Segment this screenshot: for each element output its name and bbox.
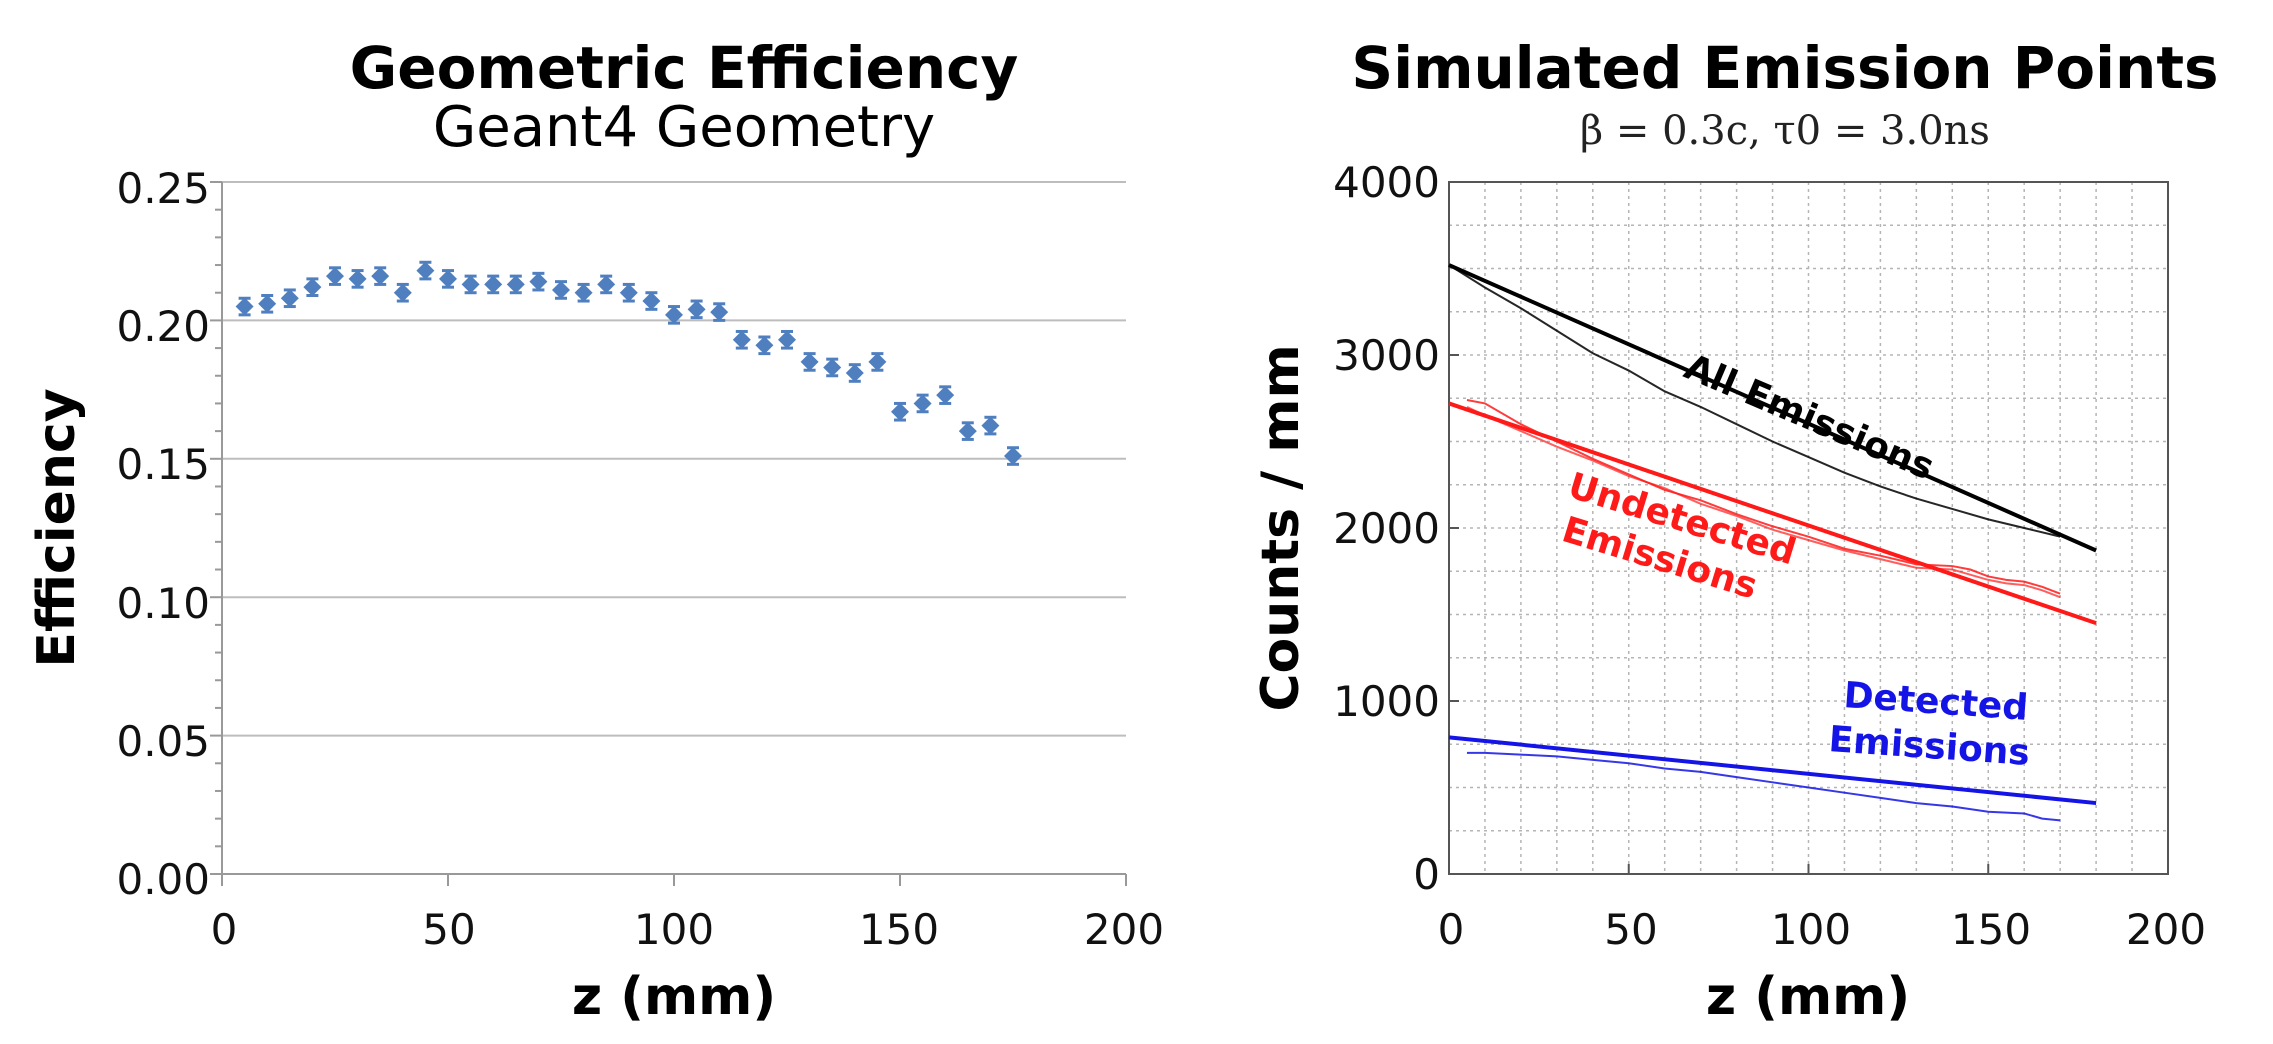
emission-series xyxy=(1448,263,2097,822)
emission-x-tick-label: 100 xyxy=(1771,905,1851,954)
efficiency-x-tick-label: 100 xyxy=(634,905,714,954)
efficiency-point xyxy=(597,275,616,294)
efficiency-x-tick-label: 200 xyxy=(1084,905,1164,954)
efficiency-point xyxy=(891,402,909,421)
efficiency-point xyxy=(800,352,819,371)
emission-y-tick-label: 0 xyxy=(1413,850,1440,899)
emission-y-tick-label: 3000 xyxy=(1333,331,1440,380)
emission-x-tick-label: 200 xyxy=(2126,905,2206,954)
efficiency-point xyxy=(732,330,751,349)
undetected-emissions-data-line xyxy=(1466,398,2061,595)
efficiency-point xyxy=(484,275,503,294)
efficiency-point xyxy=(958,422,977,441)
efficiency-point xyxy=(642,292,661,311)
efficiency-point xyxy=(710,303,729,322)
efficiency-y-tick-label: 0.10 xyxy=(116,579,210,628)
emission-y-axis-label: Counts / mm xyxy=(1251,344,1311,711)
efficiency-y-tick-label: 0.05 xyxy=(116,717,210,766)
efficiency-y-minor-ticks xyxy=(210,181,1127,886)
emission-subtitle: β = 0.3c, τ0 = 3.0ns xyxy=(1580,108,1990,154)
efficiency-point xyxy=(845,363,864,382)
efficiency-y-axis-label: Efficiency xyxy=(27,388,87,667)
emission-chart: Simulated Emission Points β = 0.3c, τ0 =… xyxy=(1251,34,2219,1027)
efficiency-chart: Geometric Efficiency Geant4 Geometry 0.2… xyxy=(27,34,1164,1027)
all-emissions-fit-line xyxy=(1448,263,2097,553)
detected-emissions-data-line xyxy=(1466,751,2061,822)
all-emissions-data-line xyxy=(1448,264,2061,538)
efficiency-point xyxy=(326,267,344,286)
emission-title: Simulated Emission Points xyxy=(1351,34,2218,102)
emission-grid xyxy=(1448,181,2169,875)
efficiency-point xyxy=(981,416,1000,435)
efficiency-x-tick-label: 0 xyxy=(211,905,238,954)
efficiency-point xyxy=(235,297,254,316)
efficiency-point xyxy=(461,275,480,294)
efficiency-point xyxy=(574,283,593,302)
efficiency-y-tick-label: 0.15 xyxy=(116,440,210,489)
emission-x-tick-label: 50 xyxy=(1604,905,1657,954)
emission-x-tick-label: 0 xyxy=(1438,905,1465,954)
efficiency-point xyxy=(868,352,887,371)
efficiency-point xyxy=(348,269,367,288)
efficiency-point xyxy=(393,283,412,302)
emission-y-tick-label: 1000 xyxy=(1333,677,1440,726)
emission-x-axis-label: z (mm) xyxy=(1706,967,1910,1027)
efficiency-point xyxy=(416,261,435,280)
efficiency-y-tick-label: 0.20 xyxy=(116,302,210,351)
efficiency-point xyxy=(755,336,774,355)
efficiency-points xyxy=(235,260,1022,466)
efficiency-grid xyxy=(222,181,1126,737)
efficiency-point xyxy=(619,283,638,302)
efficiency-point xyxy=(665,305,683,324)
undetected-emissions-data-line-2 xyxy=(1466,405,2061,599)
efficiency-point xyxy=(303,278,322,297)
efficiency-point xyxy=(506,275,525,294)
efficiency-subtitle: Geant4 Geometry xyxy=(433,95,935,160)
efficiency-point xyxy=(371,267,390,286)
detected-emissions-label-line2: Emissions xyxy=(1827,719,2031,774)
efficiency-x-tick-label: 50 xyxy=(422,905,475,954)
efficiency-y-tick-label: 0.00 xyxy=(116,855,210,904)
efficiency-point xyxy=(529,272,548,291)
efficiency-point xyxy=(687,300,706,319)
efficiency-y-tick-label: 0.25 xyxy=(116,164,210,213)
emission-y-tick-label: 2000 xyxy=(1333,504,1440,553)
efficiency-point xyxy=(258,294,277,313)
efficiency-point xyxy=(552,280,570,299)
emission-x-tick-label: 150 xyxy=(1951,905,2031,954)
detected-emissions-fit-line xyxy=(1448,735,2097,806)
detected-emissions-label-line1: Detected xyxy=(1842,675,2029,729)
efficiency-point xyxy=(778,330,796,349)
efficiency-title: Geometric Efficiency xyxy=(350,34,1019,102)
efficiency-point xyxy=(1004,447,1022,466)
efficiency-x-tick-label: 150 xyxy=(859,905,939,954)
efficiency-point xyxy=(823,358,842,377)
efficiency-point xyxy=(936,386,955,405)
undetected-emissions-fit-line xyxy=(1448,401,2097,626)
efficiency-point xyxy=(280,289,299,308)
efficiency-point xyxy=(913,394,932,413)
efficiency-x-axis-label: z (mm) xyxy=(572,967,776,1027)
efficiency-point xyxy=(439,269,457,288)
emission-plot-frame xyxy=(1448,181,2169,875)
emission-y-tick-label: 4000 xyxy=(1333,158,1440,207)
all-emissions-label: All Emissions xyxy=(1678,347,1939,489)
